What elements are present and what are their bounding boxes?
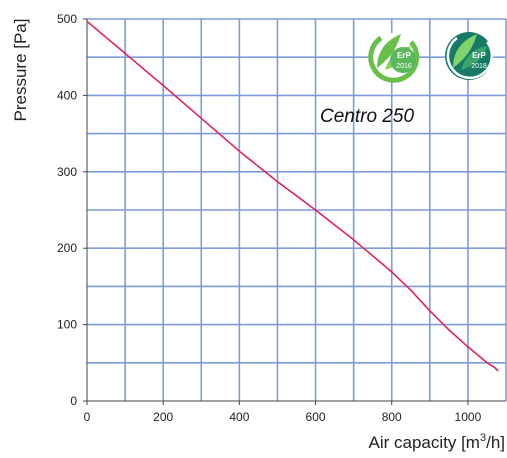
erp-2018-leaf-shape-2 xyxy=(461,46,487,70)
series-point xyxy=(409,289,412,292)
series-layer xyxy=(87,20,499,372)
x-axis-label-end: /h] xyxy=(486,433,505,452)
x-axis-label-superscript: 3 xyxy=(480,432,486,444)
y-axis-label: Pressure [Pa] xyxy=(11,19,30,122)
x-tick-label: 800 xyxy=(382,410,402,424)
erp-2016-badge: ErP 2016 xyxy=(368,33,420,83)
y-tick-label: 500 xyxy=(57,12,77,26)
series-point xyxy=(429,310,431,312)
y-tick-label: 400 xyxy=(57,88,77,102)
x-tick-label: 1000 xyxy=(455,410,482,424)
series-point xyxy=(486,362,488,364)
series-line xyxy=(87,20,499,372)
series-point xyxy=(200,117,203,120)
y-tick-label: 100 xyxy=(57,318,77,332)
series-point xyxy=(238,150,241,152)
x-axis-label: Air capacity [m3/h] xyxy=(368,432,505,452)
series-point xyxy=(87,20,88,23)
x-tick-label: 600 xyxy=(306,410,326,424)
erp-2018-badge-line1: ErP xyxy=(472,51,486,60)
x-tick-label: 200 xyxy=(153,410,173,424)
x-axis-label-main: Air capacity [m xyxy=(368,433,479,452)
erp-2016-badge-line2: 2016 xyxy=(396,63,412,70)
erp-2016-leaf-ring xyxy=(368,35,420,83)
x-tick-label: 400 xyxy=(229,410,249,424)
erp-2018-badge-line2: 2018 xyxy=(471,63,487,70)
series-point xyxy=(467,345,469,348)
y-tick-labels: 0 100 200 300 400 500 xyxy=(57,12,87,408)
y-tick-label: 0 xyxy=(70,394,77,408)
series-point xyxy=(162,84,164,87)
erp-2016-badge-disc xyxy=(390,47,416,73)
series-point xyxy=(124,52,126,55)
series-point xyxy=(314,209,317,211)
series-point xyxy=(352,238,355,241)
y-tick-label: 200 xyxy=(57,241,77,255)
x-tick-label: 0 xyxy=(84,410,91,424)
erp-2016-leaf-shape xyxy=(377,34,401,68)
erp-2016-badge-line1: ErP xyxy=(397,51,411,60)
series-point xyxy=(493,366,496,369)
series-point xyxy=(276,180,279,183)
x-tick-labels: 0 200 400 600 800 1000 xyxy=(84,401,482,424)
chart-grid xyxy=(87,18,507,401)
chart-title: Centro 250 xyxy=(320,106,414,127)
erp-2018-leaf-shape xyxy=(453,34,477,68)
series-point xyxy=(496,369,499,372)
y-tick-label: 300 xyxy=(57,165,77,179)
series-point xyxy=(390,271,393,273)
series-point xyxy=(448,329,450,331)
erp-2018-badge: ErP 2018 xyxy=(445,32,494,80)
erp-2018-leaf-ring xyxy=(446,36,494,80)
